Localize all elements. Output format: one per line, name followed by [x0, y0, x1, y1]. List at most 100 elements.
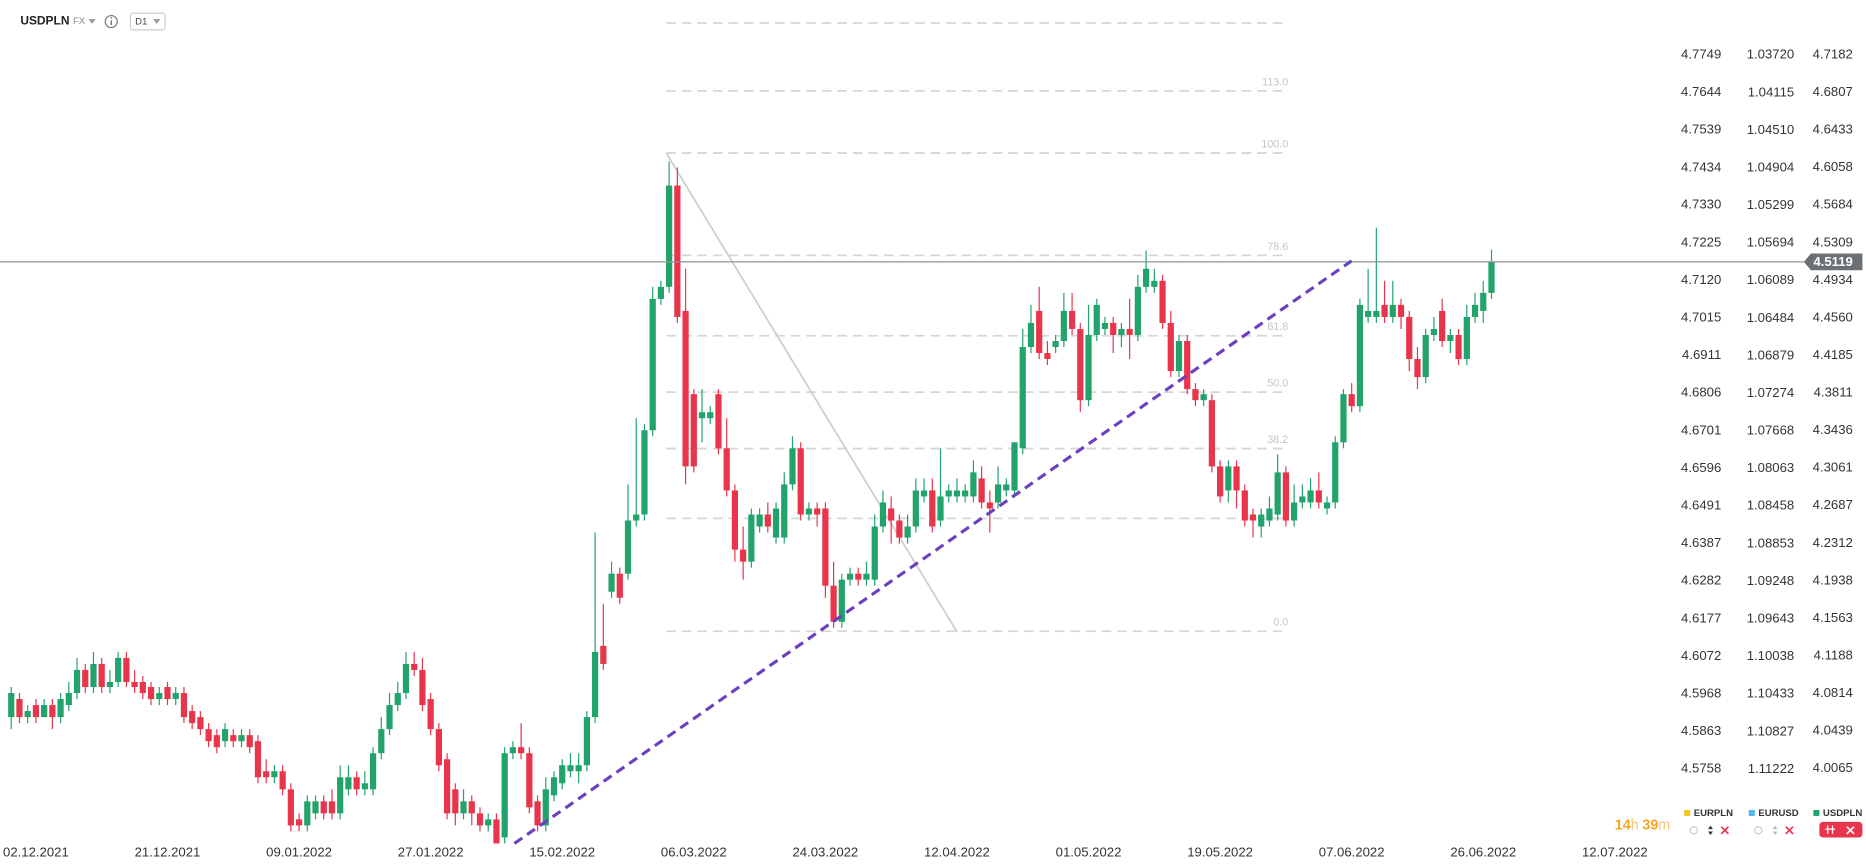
remove-icon[interactable]	[1720, 826, 1730, 835]
candle-body	[1455, 334, 1462, 360]
candle-body	[666, 185, 673, 287]
scale-arrows[interactable]	[1772, 825, 1778, 836]
x-tick-label: 24.03.2022	[792, 845, 858, 860]
candle-body	[764, 514, 771, 527]
controls-icon	[1825, 825, 1835, 834]
candle-body	[1340, 394, 1347, 443]
candle-body	[1315, 490, 1322, 503]
market[interactable]: FX	[73, 16, 86, 27]
fib-level-label: 100.0	[1261, 139, 1288, 151]
x-tick-label: 09.01.2022	[266, 845, 332, 860]
candle-body	[781, 484, 788, 538]
candle-body	[937, 496, 944, 521]
y-tick-label: 1.03720	[1747, 47, 1795, 62]
fib-level-label: 113.0	[1262, 76, 1288, 88]
active-series-controls[interactable]	[1819, 821, 1863, 838]
y-tick-label: 4.7182	[1813, 46, 1853, 61]
candle-body	[748, 514, 755, 562]
y-tick-label: 4.5758	[1681, 761, 1721, 776]
y-tick-label: 4.1188	[1814, 648, 1853, 663]
candle-body	[1159, 280, 1166, 323]
candle-body	[1488, 261, 1495, 293]
legend-swatch	[1748, 809, 1755, 816]
interval-select[interactable]	[129, 12, 166, 31]
candle-body	[1085, 334, 1092, 401]
legend-swatch	[1684, 809, 1691, 816]
candle-body	[575, 765, 582, 772]
candle-body	[641, 430, 648, 515]
candle-body	[147, 687, 155, 700]
candle-body	[304, 801, 311, 826]
y-tick-label: 1.08853	[1747, 535, 1795, 550]
y-tick-label: 4.6911	[1682, 347, 1721, 362]
countdown-hours: 14	[1615, 817, 1631, 833]
remove-icon[interactable]	[1846, 826, 1855, 835]
eye-icon[interactable]	[1754, 826, 1763, 835]
candle-body	[493, 819, 500, 844]
candle-body	[73, 669, 81, 694]
candle-body	[1093, 304, 1100, 335]
candle-body	[98, 663, 105, 688]
scale-arrows[interactable]	[1708, 825, 1713, 836]
candle-body	[337, 777, 344, 814]
y-tick-label: 4.3811	[1814, 385, 1853, 400]
candle-body	[1200, 394, 1207, 401]
eye-icon[interactable]	[1689, 826, 1698, 835]
y-tick-label: 4.1938	[1813, 572, 1853, 587]
candle-body	[230, 735, 237, 742]
candle-body	[1060, 310, 1067, 341]
candle-body	[953, 490, 961, 497]
candle-body	[131, 681, 138, 688]
y-tick-label: 4.0065	[1813, 760, 1853, 775]
y-tick-label: 4.5968	[1681, 685, 1721, 700]
candle-body	[896, 520, 903, 538]
fibonacci-retracement: 113.0 100.0 78.6 61.8 50.0 38.2 0.0	[666, 22, 1288, 633]
candle-body	[1027, 322, 1035, 348]
candle-body	[1365, 310, 1372, 317]
candle-body	[468, 801, 475, 814]
candle-body	[649, 298, 656, 431]
y-tick-label: 4.6806	[1681, 385, 1721, 400]
info-icon[interactable]	[104, 14, 118, 29]
candle-body	[1011, 442, 1018, 491]
candle-body	[542, 789, 549, 826]
candle-body	[550, 777, 558, 796]
y-tick-label: 1.09248	[1747, 573, 1795, 588]
candle-body	[534, 801, 541, 826]
market-dropdown-arrow[interactable]	[88, 19, 96, 24]
candle-body	[929, 490, 936, 527]
candle-body	[402, 663, 410, 694]
fib-level-label: 0.0	[1273, 617, 1288, 629]
candle-body	[1282, 472, 1290, 521]
candle-body	[912, 490, 919, 527]
interval[interactable]: D1	[135, 17, 147, 28]
candle-body	[1184, 340, 1191, 390]
y-tick-label: 4.7225	[1681, 234, 1721, 249]
candle-body	[394, 693, 401, 706]
x-tick-label: 02.12.2021	[3, 845, 69, 860]
candle-body	[822, 508, 829, 586]
candle-body	[1134, 286, 1141, 335]
x-tick-label: 26.06.2022	[1450, 845, 1516, 860]
candle-body	[1208, 400, 1215, 467]
candle-body	[1126, 328, 1133, 335]
candle-body	[320, 801, 327, 814]
remove-icon[interactable]	[1785, 826, 1794, 835]
candle-body	[1233, 466, 1240, 491]
y-tick-label: 4.5309	[1813, 234, 1853, 249]
symbol[interactable]: USDPLN	[20, 14, 69, 28]
candle-body	[90, 663, 97, 688]
candle-body	[1439, 310, 1446, 341]
candle-body	[65, 693, 72, 706]
legend-swatch	[1813, 809, 1820, 816]
candle-body	[8, 693, 15, 718]
candle-body	[197, 717, 204, 730]
candle-body	[1068, 310, 1076, 329]
info-icon-dot	[110, 17, 113, 19]
candle-body	[501, 753, 508, 838]
y-tick-label: 4.6282	[1681, 573, 1721, 588]
last-price-label: 4.5119	[1813, 254, 1852, 269]
legend-label: EURUSD	[1758, 808, 1798, 819]
